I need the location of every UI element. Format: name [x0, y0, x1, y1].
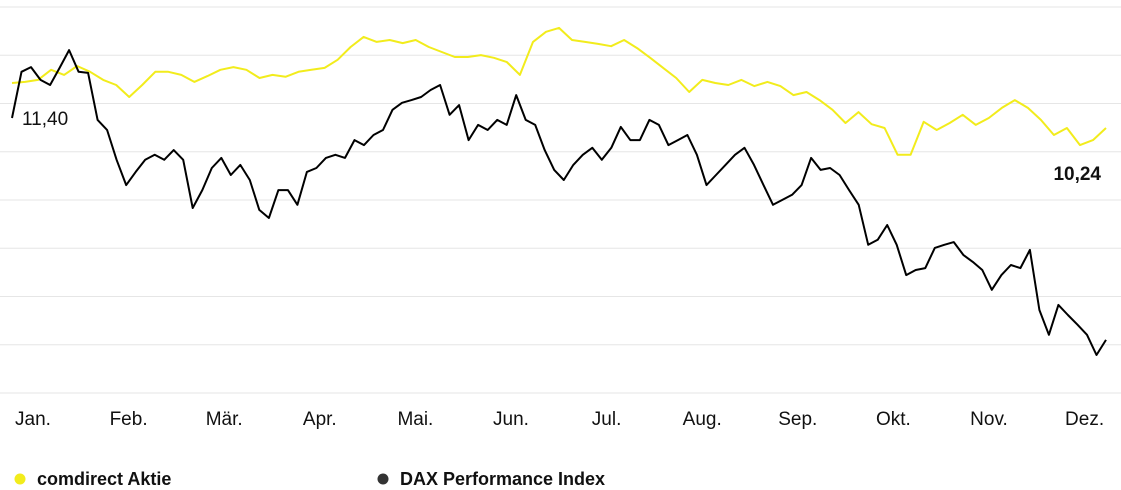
- annotation: 10,24: [1053, 164, 1101, 185]
- series-line: [11, 49, 1107, 356]
- legend-marker: [14, 473, 26, 485]
- legend-label: comdirect Aktie: [37, 469, 171, 489]
- x-tick-label: Mär.: [206, 409, 243, 430]
- x-tick-label: Jul.: [592, 409, 622, 430]
- series-line: [11, 26, 1107, 156]
- x-tick-label: Okt.: [876, 409, 911, 430]
- x-tick-label: Jan.: [15, 409, 51, 430]
- x-tick-label: Apr.: [303, 409, 337, 430]
- x-tick-label: Dez.: [1065, 409, 1104, 430]
- x-tick-label: Nov.: [970, 409, 1008, 430]
- x-tick-label: Aug.: [683, 409, 722, 430]
- annotation: 11,40: [22, 109, 68, 130]
- x-tick-label: Mai.: [397, 409, 433, 430]
- x-tick-label: Jun.: [493, 409, 529, 430]
- x-tick-label: Feb.: [110, 409, 148, 430]
- legend-label: DAX Performance Index: [400, 469, 605, 489]
- x-tick-label: Sep.: [778, 409, 817, 430]
- legend-marker: [377, 473, 389, 485]
